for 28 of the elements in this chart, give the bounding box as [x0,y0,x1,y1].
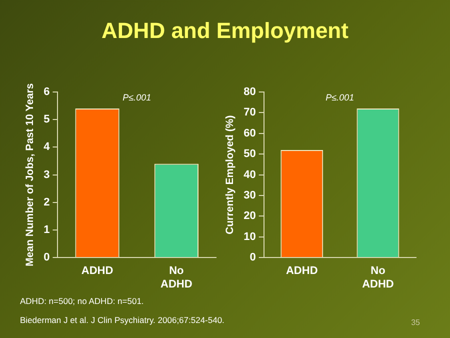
text: ADHD: n=500; no ADHD: n=501. [20,296,145,306]
y-tick-label: 70 [244,106,256,119]
y-tick-label: 1 [44,224,50,236]
y-tick-label: 10 [244,230,256,243]
y-tick-label: 0 [44,252,50,264]
y-tick-label: 60 [244,127,256,140]
y-tick-label: 3 [44,168,50,181]
annotation: P≤.001 [122,92,152,102]
annotation: P≤.001 [326,92,354,102]
y-tick-label: 0 [250,252,256,264]
x-tick-label: No ADHD [362,265,394,290]
y-tick-label: 4 [44,141,51,154]
y-axis-title: Mean Number of Jobs, Past 10 Years [24,83,36,266]
y-tick-label: 20 [244,210,256,222]
y-tick-label: 80 [244,86,256,98]
chart-title: ADHD and Employment [100,18,350,44]
y-tick-label: 40 [244,168,256,181]
text: 35 [411,318,420,327]
y-tick-label: 5 [44,114,50,126]
x-tick-label: No ADHD [160,265,192,290]
x-tick-label: ADHD [81,265,114,278]
y-tick-label: 2 [44,196,50,208]
x-tick-label: ADHD [286,265,318,278]
text: Biederman J et al. J Clin Psychiatry. 2006;67:524-540. [20,315,224,325]
y-axis-title: Currently Employed (%) [224,115,236,234]
y-tick-label: 30 [244,190,256,202]
y-tick-label: 50 [244,148,256,160]
y-tick-label: 6 [44,86,50,98]
